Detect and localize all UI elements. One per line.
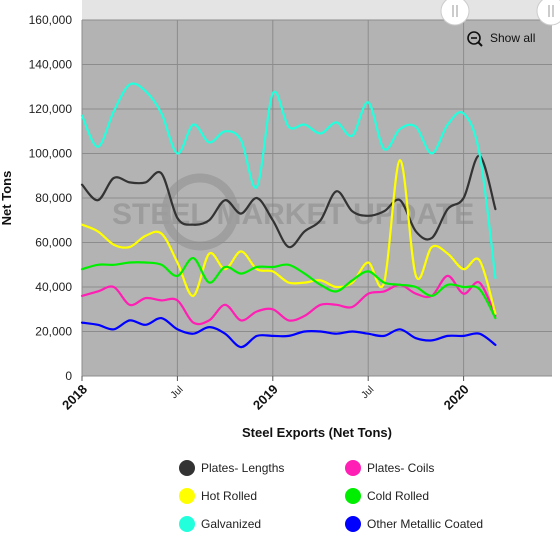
legend-item[interactable]: Cold Rolled	[345, 488, 429, 504]
navigator-handle-right[interactable]	[536, 0, 560, 26]
watermark-swoosh-icon	[161, 173, 239, 251]
show-all-label: Show all	[490, 31, 535, 45]
legend-label: Other Metallic Coated	[367, 517, 483, 531]
x-tick-label: Jul	[359, 384, 376, 401]
legend-label: Galvanized	[201, 517, 261, 531]
y-tick-label: 120,000	[29, 102, 73, 116]
series-line-1[interactable]	[80, 274, 497, 326]
x-tick-label: Jul	[169, 384, 186, 401]
watermark-logo: STEEL MARKET UPDATE	[112, 173, 474, 251]
legend-item[interactable]: Hot Rolled	[179, 488, 257, 504]
legend-marker	[179, 460, 195, 476]
x-tick-label: 2018	[59, 382, 90, 413]
watermark-text: STEEL MARKET UPDATE	[112, 198, 474, 231]
y-tick-label: 0	[65, 369, 72, 383]
series-line-3[interactable]	[80, 257, 497, 320]
series-line-5[interactable]	[80, 316, 497, 349]
legend-marker	[345, 460, 361, 476]
y-tick-label: 80,000	[35, 191, 72, 205]
y-tick-label: 160,000	[29, 13, 73, 27]
chart-legend: Plates- Lengths Plates- Coils Hot Rolled Co…	[179, 460, 483, 532]
y-tick-label: 20,000	[35, 325, 72, 339]
series-line-4[interactable]	[80, 82, 497, 280]
navigator-handle-left[interactable]	[440, 0, 470, 26]
legend-item[interactable]: Galvanized	[179, 516, 261, 532]
legend-marker	[179, 488, 195, 504]
legend-label: Plates- Coils	[367, 461, 434, 475]
legend-marker	[179, 516, 195, 532]
x-tick-label: 2019	[250, 382, 281, 413]
legend-item[interactable]: Plates- Lengths	[179, 460, 284, 476]
y-tick-label: 100,000	[29, 147, 73, 161]
y-axis-title: Net Tons	[0, 171, 14, 226]
y-tick-label: 60,000	[35, 236, 72, 250]
legend-marker	[345, 516, 361, 532]
legend-label: Cold Rolled	[367, 489, 429, 503]
y-tick-label: 40,000	[35, 280, 72, 294]
series-line-2[interactable]	[80, 159, 497, 315]
legend-item[interactable]: Other Metallic Coated	[345, 516, 483, 532]
legend-label: Plates- Lengths	[201, 461, 284, 475]
x-tick-label: 2020	[441, 382, 472, 413]
x-axis-ticks: 2018 Jul 2019 Jul 2020	[59, 376, 472, 413]
zoom-out-icon	[467, 31, 483, 47]
navigator-scrollbar[interactable]	[82, 0, 552, 20]
legend-item[interactable]: Plates- Coils	[345, 460, 434, 476]
series-lines	[80, 82, 497, 349]
legend-label: Hot Rolled	[201, 489, 257, 503]
y-tick-label: 140,000	[29, 58, 73, 72]
y-axis-ticks: 0 20,000 40,000 60,000 80,000 100,000 120,000 1…	[29, 13, 73, 383]
x-axis-title: Steel Exports (Net Tons)	[242, 425, 392, 440]
series-line-0[interactable]	[80, 154, 497, 249]
legend-marker	[345, 488, 361, 504]
show-all-button[interactable]: Show all	[467, 31, 535, 47]
